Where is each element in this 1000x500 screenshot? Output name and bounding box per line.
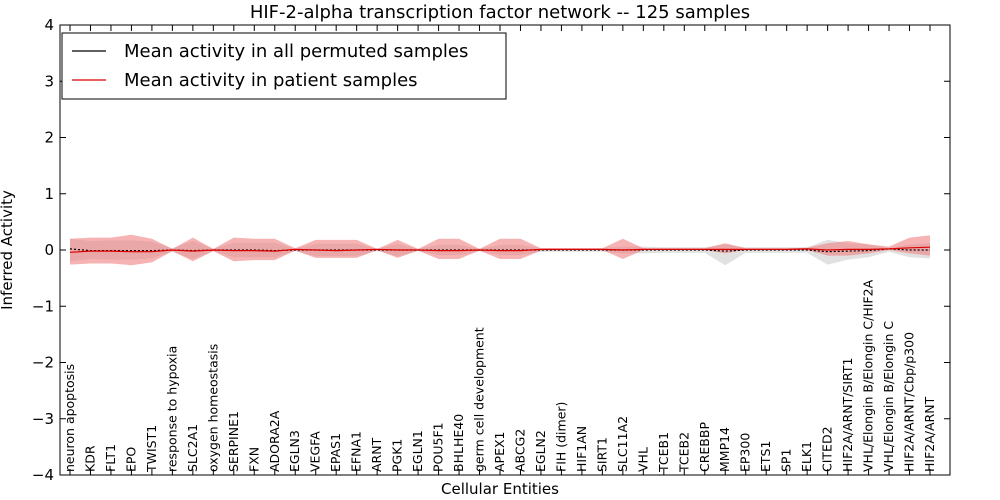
x-tick-label: oxygen homeostasis [205,344,220,472]
y-tick-label: 1 [44,185,54,203]
x-tick-label: HIF2A/ARNT [922,396,937,472]
x-tick-label: ETS1 [758,441,773,472]
y-axis: 4 3 2 1 0 −1 −2 −3 −4 [32,16,950,484]
x-tick-label: SLC11A2 [615,416,630,472]
x-tick-label: EGLN1 [410,430,425,472]
y-tick-label: −3 [32,410,54,428]
y-tick-label: 0 [44,241,54,259]
y-tick-label: 4 [44,16,54,34]
legend-box [61,32,507,100]
x-tick-label: APEX1 [492,431,507,472]
x-tick-label: SLC2A1 [185,424,200,472]
x-tick-label: ADORA2A [267,410,282,472]
x-tick-label: FLT1 [103,444,118,472]
x-axis-label: Cellular Entities [441,480,559,498]
x-tick-label: response to hypoxia [164,346,179,472]
x-tick-label: VHL/Elongin B/Elongin C [881,321,896,472]
x-tick-label: germ cell development [472,327,487,472]
x-tick-label: TCEB1 [656,432,671,473]
y-tick-label: −1 [32,297,54,315]
x-tick-label: PGK1 [390,439,405,472]
x-tick-label: ARNT [369,437,384,472]
x-tick-label: HIF2A/ARNT/SIRT1 [840,358,855,472]
legend: Mean activity in all permuted samples Mea… [61,32,507,100]
x-tick-label: MMP14 [717,427,732,472]
x-axis: neuron apoptosis KDR FLT1 EPO TWIST1 response… [62,25,937,475]
x-tick-label: ELK1 [799,441,814,472]
x-tick-label: KDR [83,445,98,472]
x-tick-label: EPO [123,447,138,472]
y-tick-label: 2 [44,129,54,147]
y-tick-label: −4 [32,466,54,484]
chart-title: HIF-2-alpha transcription factor network… [250,2,750,23]
x-tick-label: FIH (dimer) [553,402,568,472]
x-tick-label: EGLN3 [287,430,302,472]
x-tick-label: ABCG2 [513,429,528,472]
x-tick-label: VHL [635,447,650,472]
x-tick-label: EPAS1 [328,433,343,472]
x-tick-label: VHL/Elongin B/Elongin C/HIF2A [861,279,876,472]
series-lines [69,246,931,253]
y-tick-label: −2 [32,354,54,372]
x-tick-label: TWIST1 [144,425,159,473]
x-tick-label: SIRT1 [594,437,609,472]
y-tick-label: 3 [44,72,54,90]
x-tick-label: POU5F1 [431,422,446,472]
x-tick-label: EP300 [738,433,753,472]
x-tick-label: VEGFA [308,431,323,472]
x-tick-label: CREBBP [697,422,712,472]
x-tick-label: FXN [246,447,261,472]
x-tick-label: HIF1AN [574,426,589,472]
x-tick-label: TCEB2 [676,432,691,473]
x-tick-label: SERPINE1 [226,411,241,472]
x-tick-label: neuron apoptosis [62,364,77,472]
x-tick-label: BHLHE40 [451,414,466,472]
legend-entry-0: Mean activity in all permuted samples [124,41,468,62]
x-tick-label: EFNA1 [349,431,364,472]
legend-entry-1: Mean activity in patient samples [124,70,418,91]
x-tick-label: CITED2 [820,426,835,472]
x-tick-label: SP1 [779,449,794,472]
x-tick-label: EGLN2 [533,430,548,472]
y-axis-label: Inferred Activity [0,190,16,310]
series-line-1 [69,246,931,253]
x-tick-label: HIF2A/ARNT/Cbp/p300 [902,332,917,472]
